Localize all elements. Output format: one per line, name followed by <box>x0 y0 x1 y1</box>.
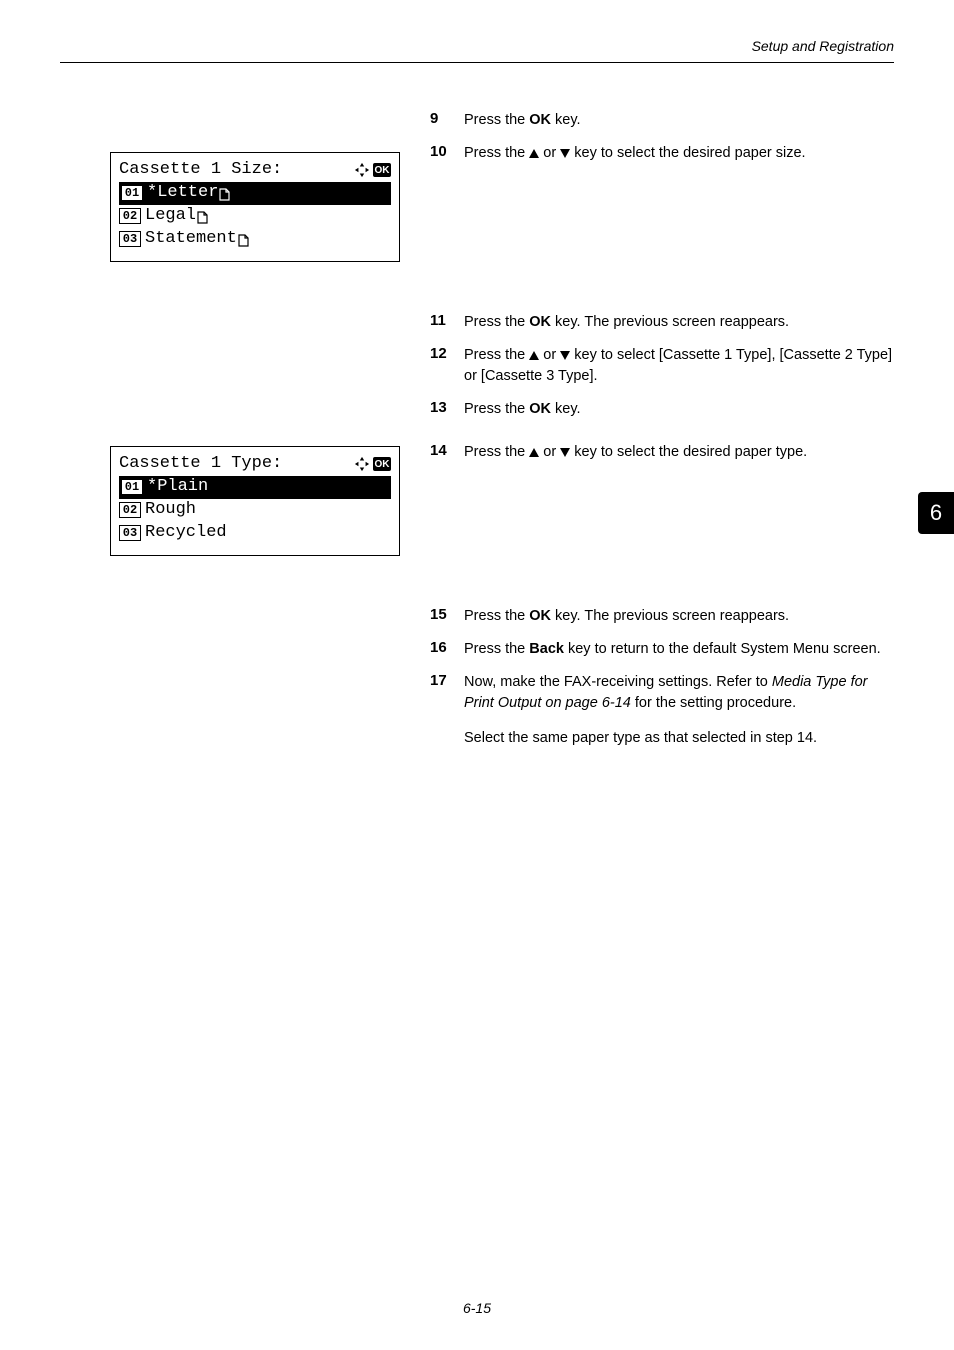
chapter-tab-label: 6 <box>930 500 942 526</box>
step-10-num: 10 <box>430 143 464 164</box>
step-13-text: Press the OK key. <box>464 399 581 420</box>
step-9: 9 Press the OK key. <box>430 110 894 131</box>
lcd1-item-1: *Letter <box>147 182 218 205</box>
step-13-num: 13 <box>430 399 464 420</box>
row-11-13: 11 Press the OK key. The previous screen… <box>60 312 894 432</box>
step-14: 14 Press the or key to select the desire… <box>430 442 894 463</box>
row-14: Cassette 1 Type: OK 01*Plain 02 Rough 03… <box>60 442 894 556</box>
lcd2-item-2: Rough <box>145 499 196 522</box>
lcd1-item-2-row: 02 Legal <box>119 205 391 228</box>
doc-icon <box>197 210 208 223</box>
lcd2-item-1: *Plain <box>147 476 208 499</box>
lcd2-num-2: 02 <box>119 502 141 518</box>
lcd1-item-3: Statement <box>145 228 237 251</box>
lcd1-title: Cassette 1 Size: <box>119 159 282 182</box>
up-arrow-icon <box>529 448 539 457</box>
chapter-tab: 6 <box>918 492 954 534</box>
lcd2-item-3-row: 03 Recycled <box>119 522 391 545</box>
step-12: 12 Press the or key to select [Cassette … <box>430 345 894 387</box>
lcd1-num-1: 01 <box>121 185 143 201</box>
step-15-num: 15 <box>430 606 464 627</box>
step-9-text: Press the OK key. <box>464 110 581 131</box>
up-arrow-icon <box>529 149 539 158</box>
down-arrow-icon <box>560 149 570 158</box>
page-footer: 6-15 <box>0 1300 954 1316</box>
step-15-text: Press the OK key. The previous screen re… <box>464 606 789 627</box>
step-10-text: Press the or key to select the desired p… <box>464 143 806 164</box>
lcd1-item-1-row: 01*Letter <box>119 182 391 205</box>
lcd1-num-2: 02 <box>119 208 141 224</box>
step-9-num: 9 <box>430 110 464 131</box>
page-number: 6-15 <box>463 1300 491 1316</box>
step-13: 13 Press the OK key. <box>430 399 894 420</box>
step-11-text: Press the OK key. The previous screen re… <box>464 312 789 333</box>
step-10: 10 Press the or key to select the desire… <box>430 143 894 164</box>
lcd2-num-3: 03 <box>119 525 141 541</box>
ok-badge: OK <box>373 163 391 177</box>
step-12-text: Press the or key to select [Cassette 1 T… <box>464 345 894 387</box>
lcd-cassette-size: Cassette 1 Size: OK 01*Letter 02 Legal 0… <box>110 152 400 262</box>
step-16-num: 16 <box>430 639 464 660</box>
lcd2-title: Cassette 1 Type: <box>119 453 282 476</box>
nav-ok-icon: OK <box>354 456 391 472</box>
step-17-text: Now, make the FAX-receiving settings. Re… <box>464 672 894 749</box>
lcd2-item-1-highlight: 01*Plain <box>119 476 391 499</box>
step-17-num: 17 <box>430 672 464 749</box>
down-arrow-icon <box>560 448 570 457</box>
step-11: 11 Press the OK key. The previous screen… <box>430 312 894 333</box>
header-rule <box>60 62 894 63</box>
step-15: 15 Press the OK key. The previous screen… <box>430 606 894 627</box>
step-12-num: 12 <box>430 345 464 387</box>
doc-icon <box>219 187 230 200</box>
content-area: Cassette 1 Size: OK 01*Letter 02 Legal 0… <box>60 110 894 771</box>
lcd2-title-row: Cassette 1 Type: OK <box>119 453 391 476</box>
step-16-text: Press the Back key to return to the defa… <box>464 639 881 660</box>
step-17-note: Select the same paper type as that selec… <box>464 730 817 746</box>
up-arrow-icon <box>529 351 539 360</box>
row-15-17: 15 Press the OK key. The previous screen… <box>60 606 894 761</box>
lcd2-item-3: Recycled <box>145 522 227 545</box>
lcd1-num-3: 03 <box>119 231 141 247</box>
ok-badge: OK <box>373 457 391 471</box>
nav-ok-icon: OK <box>354 162 391 178</box>
row-9-10: Cassette 1 Size: OK 01*Letter 02 Legal 0… <box>60 110 894 262</box>
step-14-text: Press the or key to select the desired p… <box>464 442 807 463</box>
header-title: Setup and Registration <box>752 38 894 54</box>
doc-icon <box>238 233 249 246</box>
lcd1-item-1-highlight: 01*Letter <box>119 182 391 205</box>
step-11-num: 11 <box>430 312 464 333</box>
lcd2-num-1: 01 <box>121 479 143 495</box>
page-header: Setup and Registration <box>0 0 954 90</box>
step-17: 17 Now, make the FAX-receiving settings.… <box>430 672 894 749</box>
lcd1-title-row: Cassette 1 Size: OK <box>119 159 391 182</box>
lcd2-item-2-row: 02 Rough <box>119 499 391 522</box>
lcd1-item-2: Legal <box>145 205 196 228</box>
lcd1-item-3-row: 03 Statement <box>119 228 391 251</box>
lcd-cassette-type: Cassette 1 Type: OK 01*Plain 02 Rough 03… <box>110 446 400 556</box>
step-16: 16 Press the Back key to return to the d… <box>430 639 894 660</box>
lcd2-item-1-row: 01*Plain <box>119 476 391 499</box>
step-14-num: 14 <box>430 442 464 463</box>
down-arrow-icon <box>560 351 570 360</box>
